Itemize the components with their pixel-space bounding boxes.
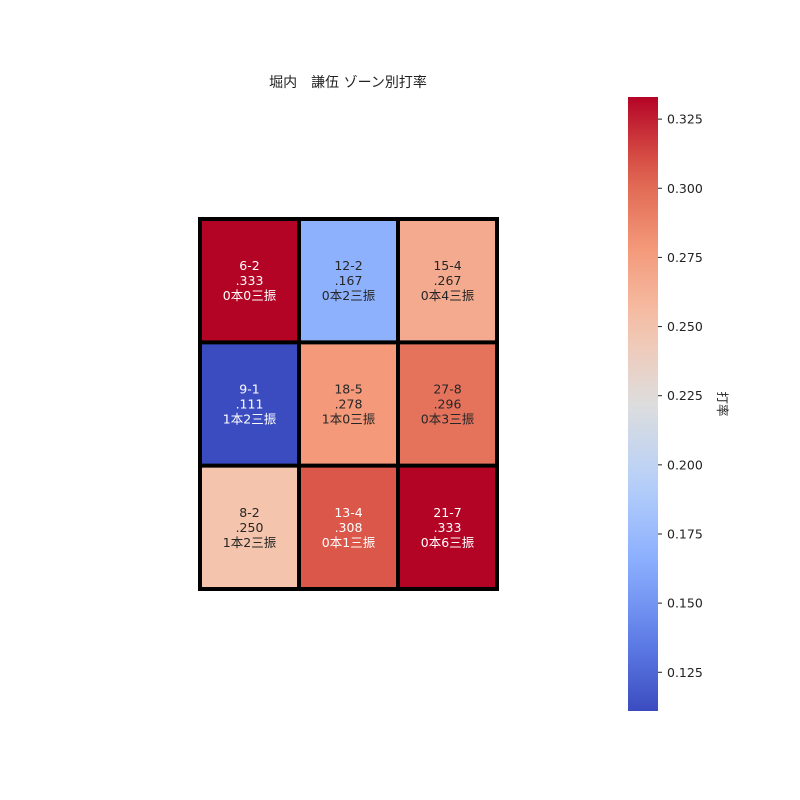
- heatmap-cell-label: 1本2三振: [223, 412, 277, 427]
- heatmap-cell-label: 1本2三振: [223, 535, 277, 550]
- heatmap-cell-label: .250: [236, 520, 264, 535]
- heatmap-grid-lines: [198, 217, 499, 591]
- heatmap-cell-label: 0本3三振: [421, 412, 475, 427]
- heatmap-cell-label: 1本0三振: [322, 412, 376, 427]
- heatmap-cell-label: .333: [236, 273, 264, 288]
- heatmap-cell-label: 13-4: [334, 505, 362, 520]
- colorbar: [628, 97, 658, 711]
- heatmap-cell-fill: [398, 342, 497, 466]
- colorbar-tick-label: 0.225: [667, 388, 703, 403]
- colorbar-tick-label: 0.175: [667, 526, 703, 541]
- colorbar-tick-label: 0.125: [667, 665, 703, 680]
- heatmap-cell-label: 18-5: [334, 382, 362, 397]
- chart-title: 堀内 謙伍 ゾーン別打率: [269, 74, 427, 91]
- colorbar-label: 打率: [715, 391, 730, 416]
- colorbar-tick-label: 0.150: [667, 596, 703, 611]
- heatmap-cell-label: 0本4三振: [421, 288, 475, 303]
- heatmap-cell-label: 21-7: [433, 505, 461, 520]
- heatmap-cell-label: 6-2: [239, 258, 259, 273]
- heatmap-cell-label: 0本6三振: [421, 535, 475, 550]
- colorbar-tick-label: 0.275: [667, 250, 703, 265]
- colorbar-tick-label: 0.250: [667, 319, 703, 334]
- heatmap-cell-fill: [299, 465, 398, 589]
- heatmap-cell-label: .111: [236, 397, 264, 412]
- heatmap-cell-label: .308: [335, 520, 363, 535]
- heatmap-cell-fill: [200, 465, 299, 589]
- heatmap-cell-label: 27-8: [433, 382, 461, 397]
- heatmap-cell-fill: [200, 342, 299, 466]
- heatmap-cell-label: .167: [335, 273, 363, 288]
- heatmap-grid: 6-2.3330本0三振12-2.1670本2三振15-4.2670本4三振9-…: [200, 219, 497, 589]
- colorbar-tick-label: 0.300: [667, 181, 703, 196]
- heatmap-cell-fill: [398, 465, 497, 589]
- heatmap-cell-label: .278: [335, 397, 363, 412]
- heatmap-cell-label: .267: [434, 273, 462, 288]
- colorbar-ticks: 0.125 0.150 0.175 0.200 0.225 0.250 0.275 0.300…: [658, 112, 703, 680]
- heatmap-cell-label: 0本0三振: [223, 288, 277, 303]
- colorbar-tick-label: 0.200: [667, 457, 703, 472]
- heatmap-cell-label: 0本2三振: [322, 288, 376, 303]
- heatmap-cell-label: .296: [434, 397, 462, 412]
- heatmap-cell-fill: [398, 219, 497, 343]
- heatmap-cell-label: 15-4: [433, 258, 461, 273]
- colorbar-tick-label: 0.325: [667, 112, 703, 127]
- heatmap-cell-fill: [299, 342, 398, 466]
- heatmap-cell-label: 8-2: [239, 505, 259, 520]
- heatmap-cell-fill: [200, 219, 299, 343]
- heatmap-cell-label: .333: [434, 520, 462, 535]
- heatmap-cell-fill: [299, 219, 398, 343]
- heatmap-cell-label: 12-2: [334, 258, 362, 273]
- heatmap-cell-label: 0本1三振: [322, 535, 376, 550]
- heatmap-cell-label: 9-1: [239, 382, 259, 397]
